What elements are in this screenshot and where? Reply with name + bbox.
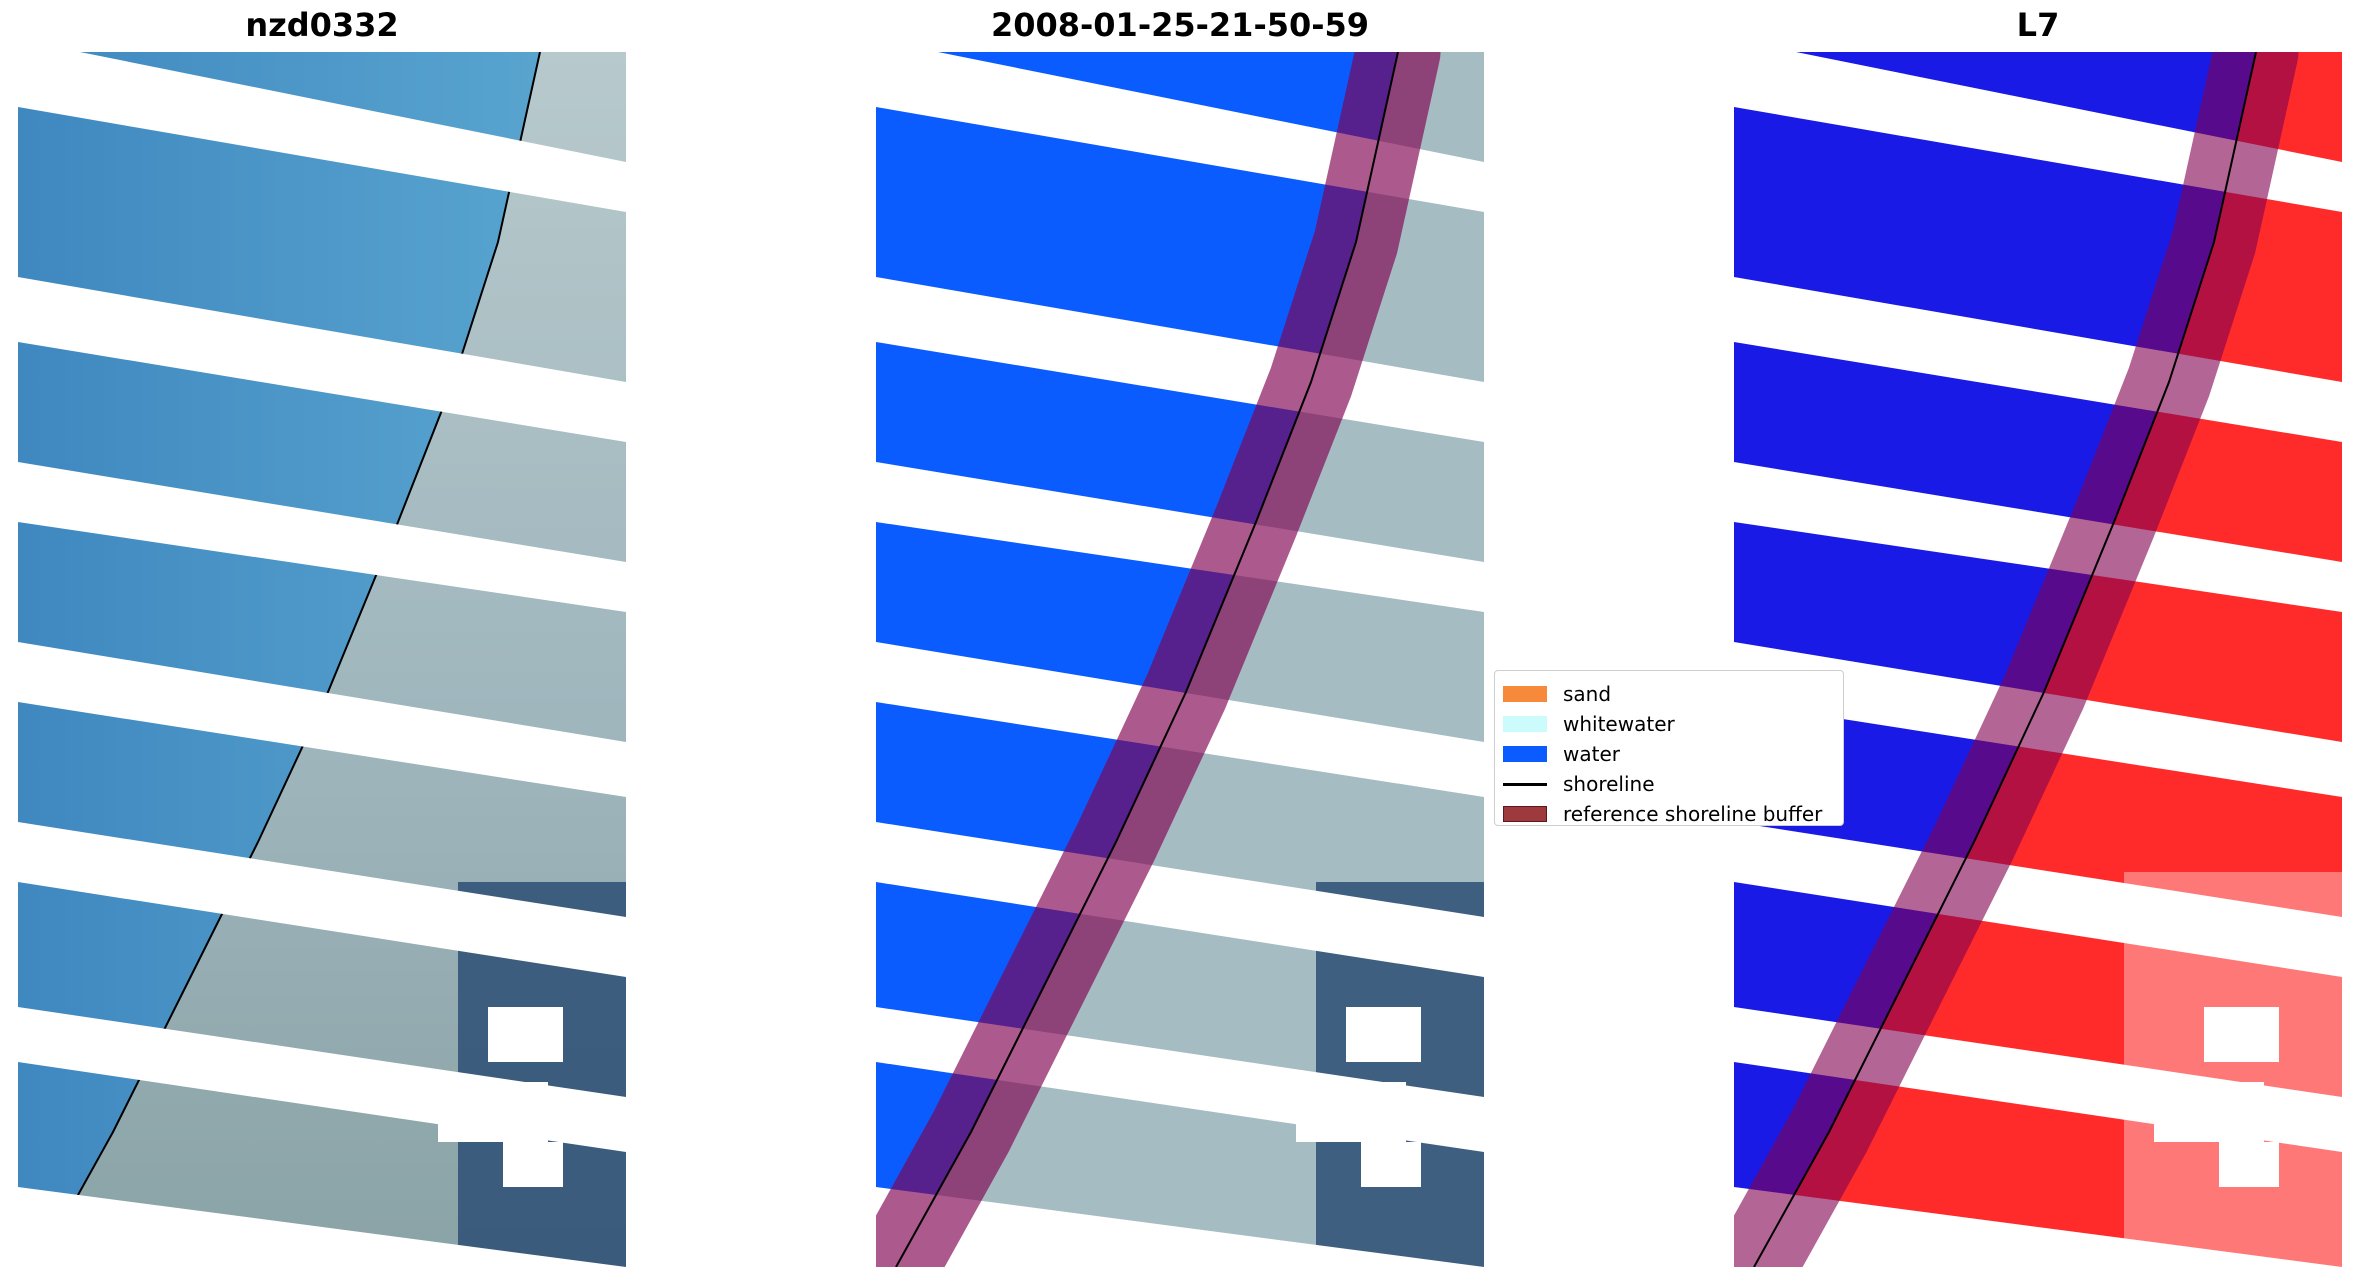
- panel-title-rgb: nzd0332: [245, 6, 399, 44]
- legend-label: shoreline: [1563, 772, 1655, 796]
- legend-label: whitewater: [1563, 712, 1675, 736]
- buffer-swatch: [1503, 806, 1547, 822]
- index-image: [1734, 52, 2342, 1267]
- panel-title-index: L7: [2016, 6, 2060, 44]
- classification-image: [876, 52, 1484, 1267]
- legend: sand whitewater water shoreline referenc…: [1494, 670, 1844, 826]
- legend-item-whitewater: whitewater: [1503, 709, 1835, 739]
- legend-label: water: [1563, 742, 1620, 766]
- legend-item-water: water: [1503, 739, 1835, 769]
- shoreline-swatch: [1503, 782, 1547, 786]
- sand-swatch: [1503, 686, 1547, 702]
- legend-label: reference shoreline buffer: [1563, 802, 1823, 826]
- rgb-image: [18, 52, 626, 1267]
- panel-title-classification: 2008-01-25-21-50-59: [990, 6, 1370, 44]
- legend-item-sand: sand: [1503, 679, 1835, 709]
- water-swatch: [1503, 746, 1547, 762]
- legend-item-shoreline: shoreline: [1503, 769, 1835, 799]
- whitewater-swatch: [1503, 716, 1547, 732]
- legend-label: sand: [1563, 682, 1612, 706]
- legend-item-buffer: reference shoreline buffer: [1503, 799, 1835, 829]
